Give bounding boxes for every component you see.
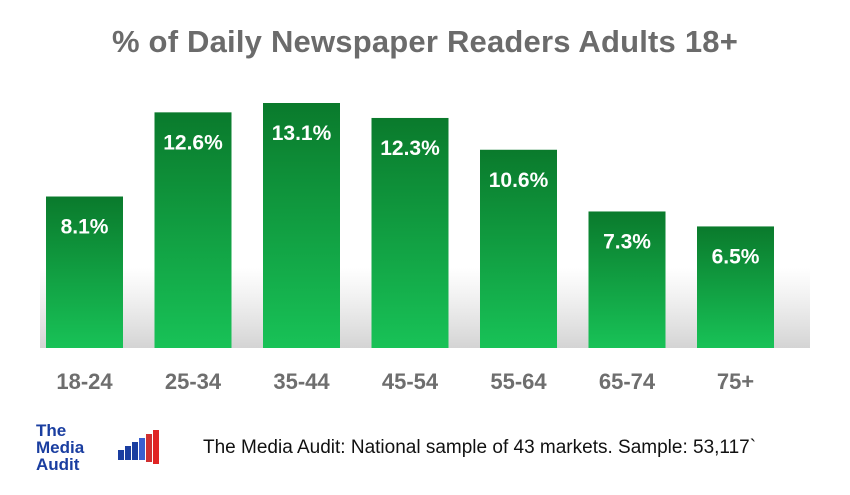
x-tick-label-45-54: 45-54 bbox=[382, 369, 439, 394]
logo-text-media: Media bbox=[36, 438, 85, 457]
data-label-18-24: 8.1% bbox=[61, 216, 109, 239]
data-label-35-44: 13.1% bbox=[272, 122, 332, 145]
data-label-45-54: 12.3% bbox=[380, 137, 440, 160]
data-labels-group: 8.1% 12.6% 13.1% 12.3% 10.6% 7.3% 6.5% bbox=[61, 122, 760, 268]
data-label-65-74: 7.3% bbox=[603, 230, 651, 253]
bar-65-74 bbox=[588, 211, 666, 348]
chart-title: % of Daily Newspaper Readers Adults 18+ bbox=[111, 24, 738, 59]
bars-group bbox=[46, 103, 774, 349]
bar-75+ bbox=[697, 226, 774, 348]
data-label-25-34: 12.6% bbox=[163, 131, 223, 154]
x-tick-label-75+: 75+ bbox=[717, 369, 754, 394]
media-audit-logo: The Media Audit bbox=[36, 418, 176, 478]
x-tick-label-35-44: 35-44 bbox=[273, 369, 330, 394]
bar-25-34 bbox=[154, 112, 232, 349]
x-tick-label-25-34: 25-34 bbox=[165, 369, 222, 394]
logo-text-the: The bbox=[36, 421, 67, 440]
bar-45-54 bbox=[371, 117, 449, 349]
x-tick-label-65-74: 65-74 bbox=[599, 369, 656, 394]
bar-18-24 bbox=[46, 196, 123, 348]
data-label-55-64: 10.6% bbox=[489, 169, 549, 192]
bar-35-44 bbox=[263, 103, 340, 348]
x-axis-tick-labels: 18-24 25-34 35-44 45-54 55-64 65-74 75+ bbox=[56, 369, 754, 394]
logo-text-audit: Audit bbox=[36, 455, 80, 474]
x-tick-label-18-24: 18-24 bbox=[56, 369, 113, 394]
x-tick-label-55-64: 55-64 bbox=[490, 369, 547, 394]
logo-bars-icon bbox=[118, 430, 159, 464]
data-label-75+: 6.5% bbox=[712, 245, 760, 268]
source-footnote: The Media Audit: National sample of 43 m… bbox=[203, 437, 757, 458]
bar-chart: 8.1% 12.6% 13.1% 12.3% 10.6% 7.3% 6.5% 18-24 25… bbox=[40, 103, 810, 394]
bar-55-64 bbox=[480, 149, 557, 348]
